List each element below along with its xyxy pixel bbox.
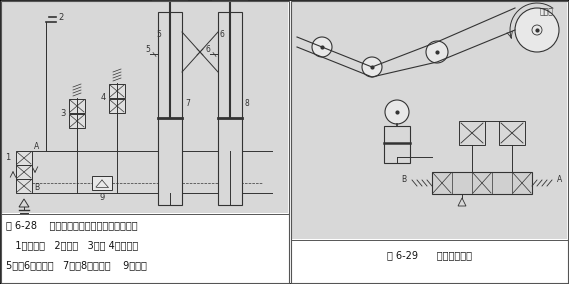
Text: 8: 8 [245, 99, 250, 108]
Bar [69, 114, 85, 128]
Bar [109, 84, 125, 98]
Bar [16, 165, 32, 179]
Text: 1: 1 [5, 153, 11, 162]
Text: B: B [402, 176, 407, 185]
Circle shape [426, 41, 448, 63]
Text: 3: 3 [60, 108, 65, 118]
Text: 4: 4 [100, 93, 106, 103]
Text: 7: 7 [185, 99, 190, 108]
Bar [69, 99, 85, 113]
Circle shape [362, 57, 382, 77]
Text: B: B [34, 183, 39, 192]
Text: 5: 5 [146, 45, 150, 54]
Text: 6: 6 [220, 30, 224, 39]
Circle shape [532, 25, 542, 35]
Bar [2, 2, 288, 213]
Bar [292, 240, 567, 282]
Bar [92, 176, 112, 190]
Circle shape [312, 37, 332, 57]
Text: 卷取辊: 卷取辊 [540, 7, 554, 16]
Text: 图 6-28    使工作台水平升降的同步控制回路: 图 6-28 使工作台水平升降的同步控制回路 [6, 220, 138, 230]
Text: 5: 5 [156, 30, 162, 39]
Bar [1, 1, 289, 283]
Bar [384, 126, 410, 163]
Text: 9: 9 [100, 193, 105, 202]
Text: A: A [34, 142, 39, 151]
Bar [109, 99, 125, 113]
Bar [218, 12, 242, 205]
Bar [292, 2, 567, 239]
Bar [432, 172, 532, 194]
Text: A: A [558, 176, 563, 185]
Circle shape [385, 100, 409, 124]
Bar [158, 12, 182, 205]
Bar [499, 121, 525, 145]
Text: 1）换向阀   2）油筱   3）、 4）二通阀: 1）换向阀 2）油筱 3）、 4）二通阀 [6, 240, 138, 250]
Bar [16, 151, 32, 165]
Circle shape [515, 8, 559, 52]
Text: 图 6-29      张力控制回路: 图 6-29 张力控制回路 [387, 250, 472, 260]
Bar [459, 121, 485, 145]
Text: 5）、6）放气塞   7）、8）气液缸    9）棭阀: 5）、6）放气塞 7）、8）气液缸 9）棭阀 [6, 260, 147, 270]
Bar [2, 214, 288, 282]
Text: 6: 6 [205, 45, 211, 54]
Bar [291, 1, 568, 283]
Text: 2: 2 [58, 14, 63, 22]
Bar [16, 179, 32, 193]
